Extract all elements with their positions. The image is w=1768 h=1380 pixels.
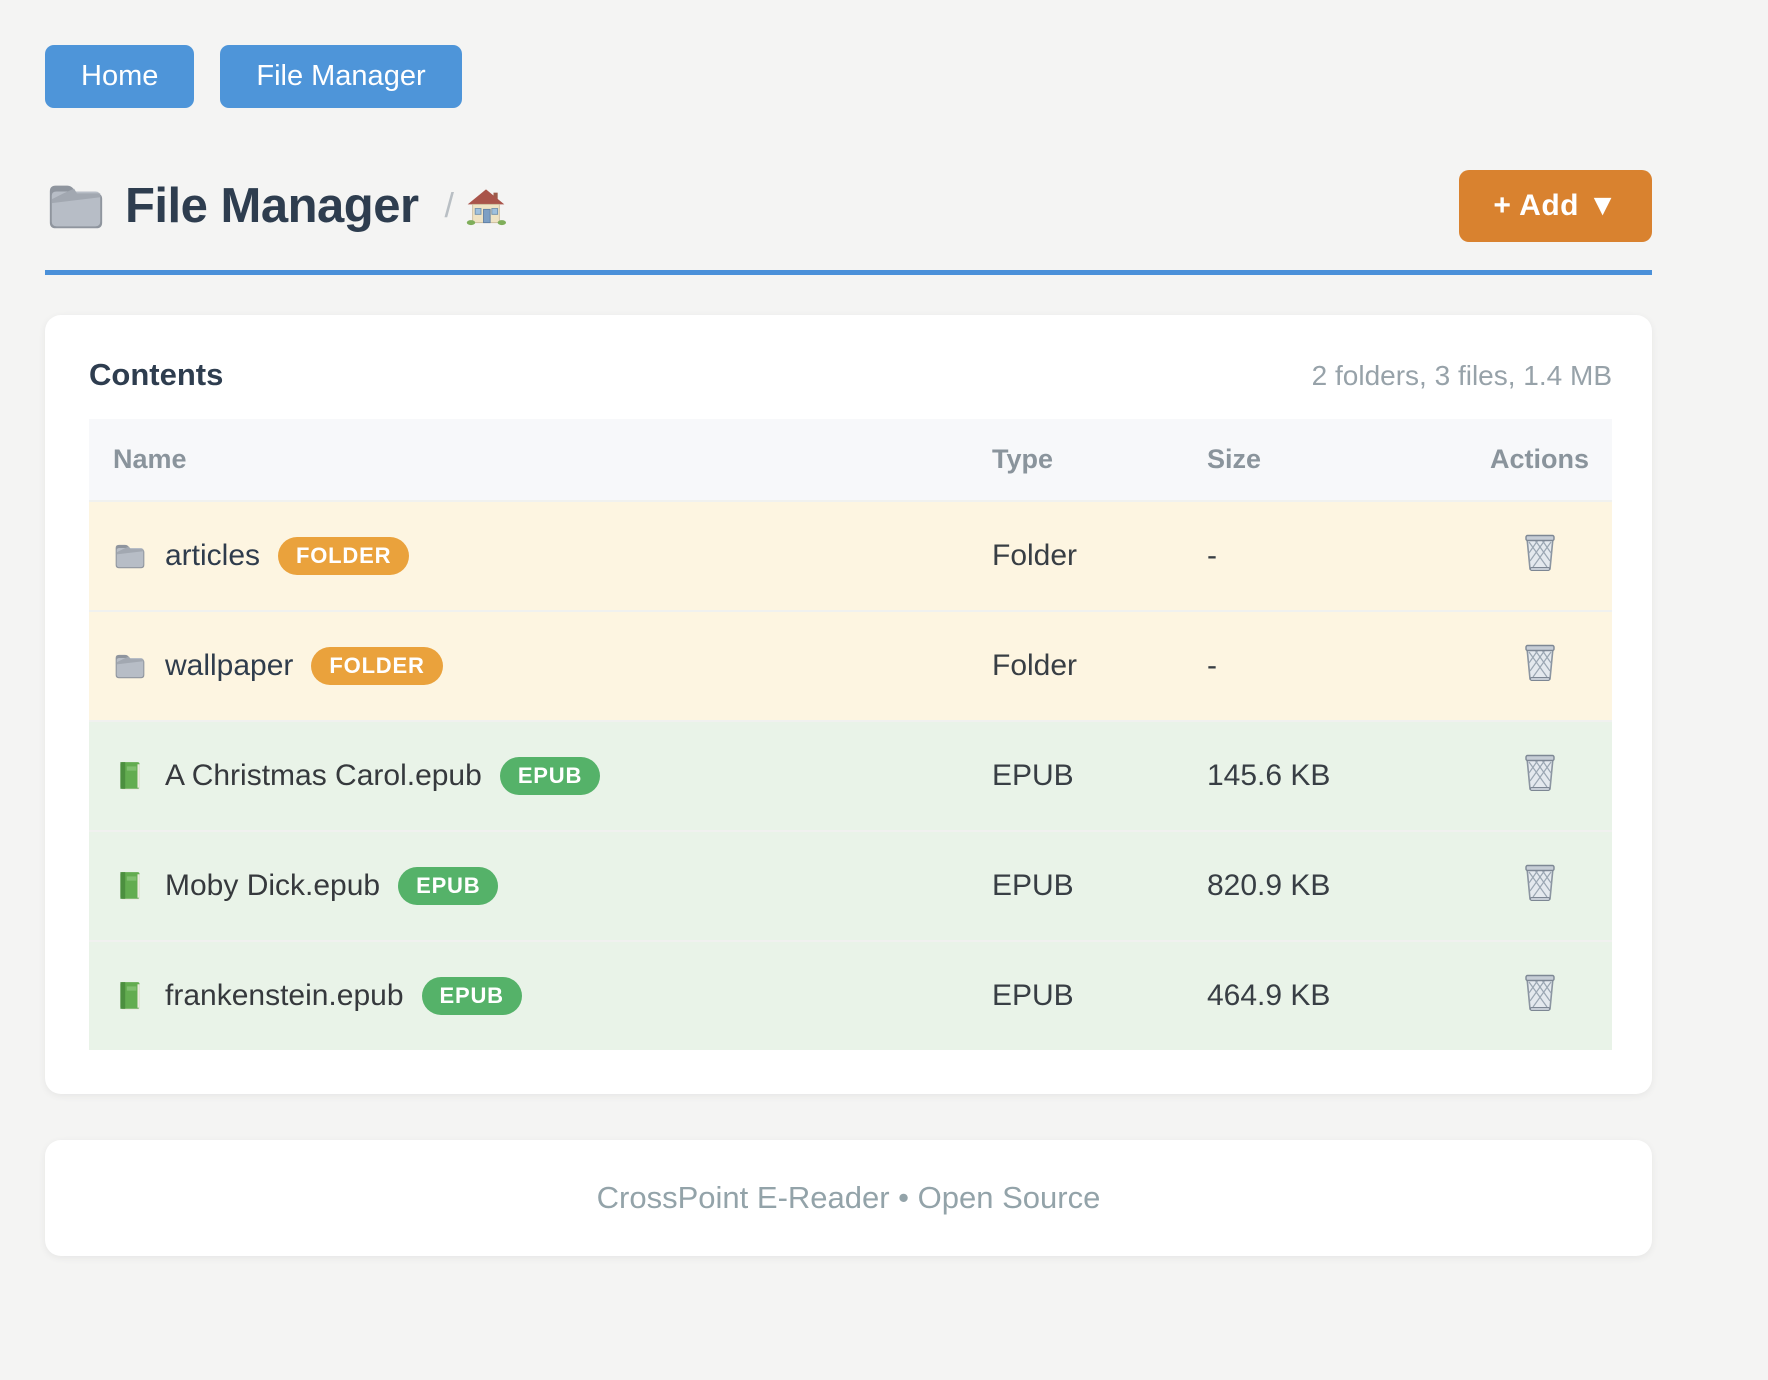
file-name[interactable]: wallpaper [165, 649, 294, 682]
page-header: File Manager / + Add ▼ [45, 170, 1652, 242]
file-size: - [1207, 539, 1217, 572]
book-icon [113, 870, 147, 902]
top-nav: Home File Manager [45, 0, 1652, 108]
file-size: 464.9 KB [1207, 979, 1331, 1012]
file-type: EPUB [992, 759, 1074, 792]
file-name[interactable]: frankenstein.epub [165, 979, 404, 1012]
table-row: A Christmas Carol.epub EPUB EPUB 145.6 KB [89, 721, 1612, 831]
file-type: Folder [992, 539, 1078, 572]
file-name[interactable]: articles [165, 539, 261, 572]
file-name-cell[interactable]: frankenstein.epub EPUB [113, 977, 968, 1015]
delete-button[interactable] [1522, 642, 1558, 682]
file-size: - [1207, 649, 1217, 682]
nav-button-home[interactable]: Home [45, 45, 195, 108]
file-name-cell[interactable]: A Christmas Carol.epub EPUB [113, 757, 968, 795]
file-name-cell[interactable]: wallpaper FOLDER [113, 647, 968, 685]
folder-badge: FOLDER [278, 537, 410, 575]
table-row: Moby Dick.epub EPUB EPUB 820.9 KB [89, 831, 1612, 941]
column-header-actions: Actions [1467, 419, 1612, 501]
nav-button-file-manager[interactable]: File Manager [220, 45, 462, 108]
footer-text: CrossPoint E-Reader • Open Source [596, 1180, 1101, 1215]
delete-button[interactable] [1522, 532, 1558, 572]
footer-card: CrossPoint E-Reader • Open Source [45, 1140, 1652, 1256]
delete-button[interactable] [1522, 752, 1558, 792]
column-header-name: Name [89, 419, 968, 501]
add-button[interactable]: + Add ▼ [1459, 170, 1652, 242]
wastebasket-icon [1522, 864, 1558, 905]
epub-badge: EPUB [499, 757, 601, 795]
page-title: File Manager [125, 179, 419, 233]
file-name[interactable]: Moby Dick.epub [165, 869, 381, 902]
delete-button[interactable] [1522, 972, 1558, 1012]
house-icon[interactable] [466, 186, 506, 226]
contents-summary: 2 folders, 3 files, 1.4 MB [1311, 360, 1612, 391]
file-type: EPUB [992, 979, 1074, 1012]
contents-title: Contents [89, 357, 224, 392]
file-table-body: articles FOLDER Folder - wallpaper FOLDER Fold… [89, 501, 1612, 1050]
header-divider [45, 270, 1652, 275]
file-table-header: Name Type Size Actions [89, 419, 1612, 501]
wastebasket-icon [1522, 974, 1558, 1015]
contents-card: Contents 2 folders, 3 files, 1.4 MB Name… [45, 315, 1652, 1094]
folder-icon [45, 179, 107, 233]
file-name-cell[interactable]: articles FOLDER [113, 537, 968, 575]
contents-card-header: Contents 2 folders, 3 files, 1.4 MB [89, 357, 1612, 393]
table-row: frankenstein.epub EPUB EPUB 464.9 KB [89, 941, 1612, 1050]
epub-badge: EPUB [398, 867, 499, 905]
folder-badge: FOLDER [311, 647, 443, 685]
table-row: articles FOLDER Folder - [89, 501, 1612, 611]
file-type: Folder [992, 649, 1078, 682]
breadcrumb-separator: / [444, 186, 454, 225]
column-header-type: Type [968, 419, 1183, 501]
book-icon [113, 760, 147, 792]
file-name-cell[interactable]: Moby Dick.epub EPUB [113, 867, 968, 905]
wastebasket-icon [1522, 534, 1558, 575]
wastebasket-icon [1522, 644, 1558, 685]
column-header-size: Size [1183, 419, 1467, 501]
file-size: 145.6 KB [1207, 759, 1331, 792]
book-icon [113, 980, 147, 1012]
file-name[interactable]: A Christmas Carol.epub [165, 759, 482, 792]
table-row: wallpaper FOLDER Folder - [89, 611, 1612, 721]
folder-icon [113, 650, 147, 682]
folder-icon [113, 540, 147, 572]
file-size: 820.9 KB [1207, 869, 1331, 902]
delete-button[interactable] [1522, 862, 1558, 902]
breadcrumb: / [445, 186, 506, 226]
file-type: EPUB [992, 869, 1074, 902]
wastebasket-icon [1522, 754, 1558, 795]
file-table: Name Type Size Actions articles FOLDER Fol… [89, 419, 1612, 1050]
epub-badge: EPUB [421, 977, 522, 1015]
